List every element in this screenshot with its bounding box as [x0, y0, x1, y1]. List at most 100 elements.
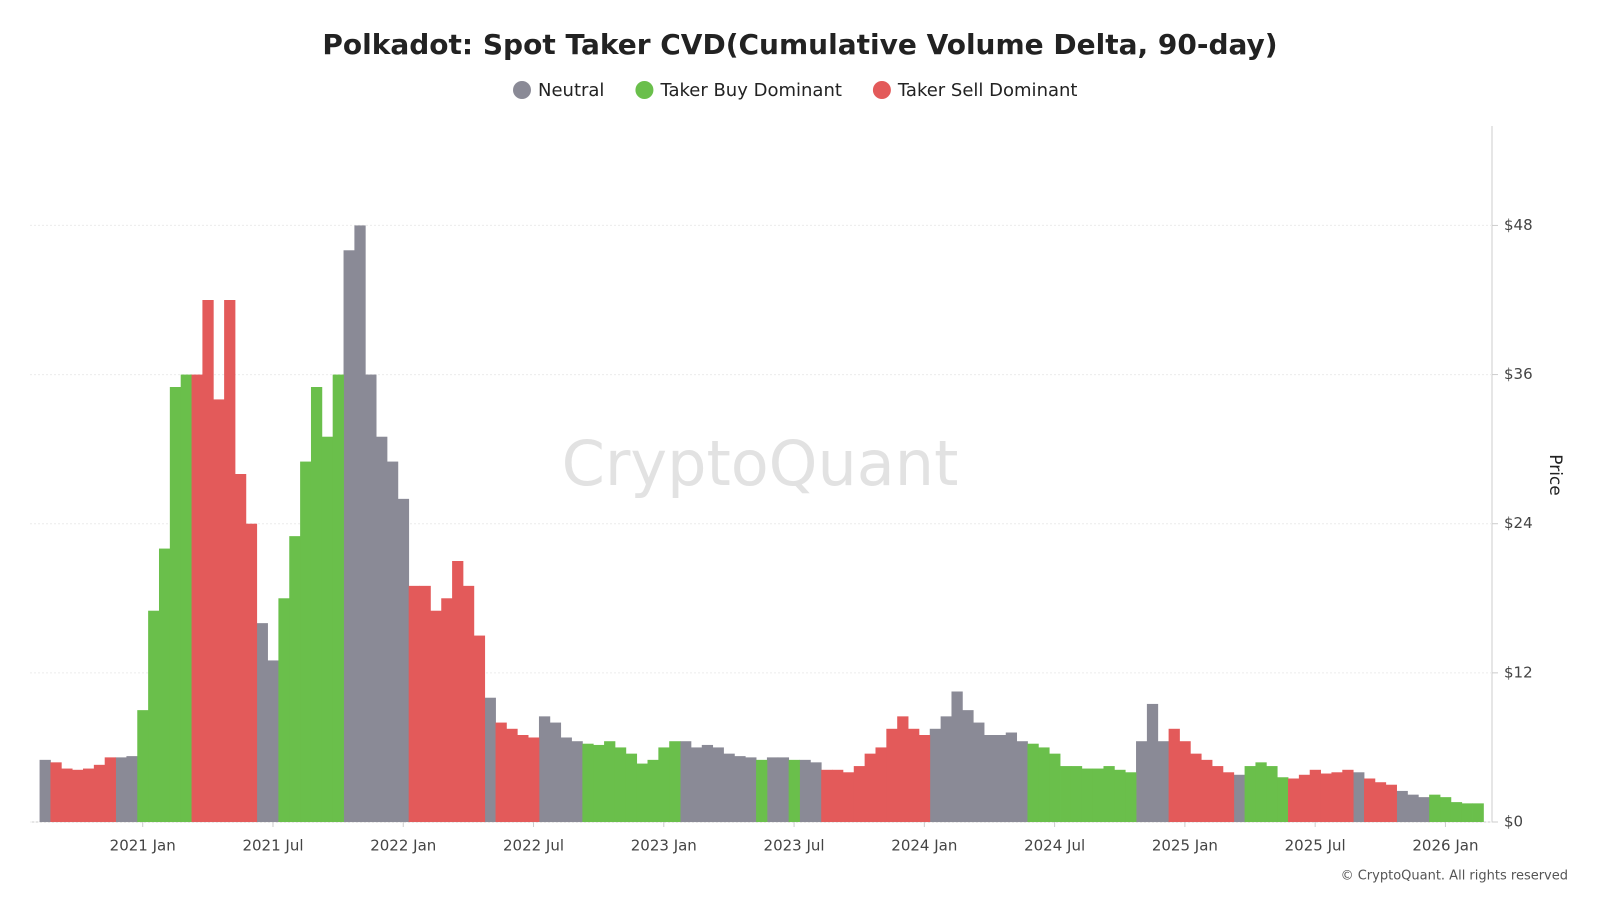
bar: [929, 728, 942, 822]
bar: [1168, 728, 1180, 822]
bar: [224, 300, 236, 822]
bar: [1342, 769, 1354, 822]
x-tick-label: 2024 Jul: [1024, 837, 1085, 855]
bar: [1266, 766, 1278, 822]
bar: [723, 753, 735, 822]
bar: [1320, 773, 1332, 822]
bar: [202, 300, 214, 822]
bar: [908, 728, 920, 822]
bar: [734, 756, 746, 822]
bar: [1331, 772, 1343, 822]
bar: [332, 374, 344, 822]
bar: [1212, 766, 1224, 822]
bar: [1298, 774, 1311, 822]
chart-title: Polkadot: Spot Taker CVD(Cumulative Volu…: [322, 28, 1277, 61]
bar: [517, 735, 529, 822]
bar: [777, 757, 790, 822]
bar: [875, 747, 887, 822]
bar: [93, 764, 106, 822]
bar: [853, 766, 866, 822]
x-tick-label: 2021 Jan: [110, 837, 176, 855]
legend-label: Taker Sell Dominant: [897, 80, 1078, 101]
bar: [1385, 784, 1397, 822]
bar: [256, 623, 268, 822]
bar: [1038, 747, 1050, 822]
bar: [473, 635, 486, 822]
bar: [1081, 768, 1094, 822]
bar: [886, 728, 898, 822]
bar: [1103, 766, 1115, 822]
x-tick-label: 2025 Jul: [1285, 837, 1346, 855]
copyright: © CryptoQuant. All rights reserved: [1341, 869, 1568, 884]
bar: [234, 474, 247, 822]
bar: [104, 757, 116, 822]
x-tick-label: 2024 Jan: [891, 837, 957, 855]
bar: [1136, 741, 1148, 822]
bar: [571, 741, 583, 822]
bar: [973, 722, 985, 822]
bar: [788, 759, 800, 822]
bar: [1190, 753, 1202, 822]
bar: [658, 747, 670, 822]
bar: [940, 716, 952, 822]
bar: [1472, 803, 1484, 822]
bar: [397, 498, 410, 822]
bar: [680, 741, 692, 822]
bar: [625, 753, 638, 822]
bar: [951, 691, 963, 822]
bar: [712, 747, 724, 822]
bar: [213, 399, 225, 822]
bar: [1440, 797, 1452, 822]
bar: [1125, 772, 1137, 822]
bar: [72, 769, 84, 822]
bar: [495, 722, 507, 822]
bar: [1353, 772, 1365, 822]
bar: [810, 762, 822, 822]
x-tick-label: 2023 Jul: [764, 837, 825, 855]
bar: [962, 710, 974, 822]
bar: [1146, 703, 1159, 822]
bar: [1060, 766, 1072, 822]
x-tick-label: 2021 Jul: [242, 837, 303, 855]
bar: [593, 744, 605, 822]
legend-label: Taker Buy Dominant: [659, 80, 841, 101]
bar: [278, 598, 290, 822]
bar: [1005, 732, 1018, 822]
bar: [1407, 794, 1419, 822]
legend-marker: [513, 81, 531, 99]
bar: [158, 548, 171, 822]
bar: [604, 741, 616, 822]
legend-marker: [872, 81, 891, 99]
bar: [61, 768, 73, 822]
bar: [549, 722, 562, 822]
bar: [756, 759, 768, 822]
bar: [690, 747, 703, 822]
bar: [267, 660, 279, 822]
bar: [245, 523, 258, 822]
watermark: CryptoQuant: [562, 427, 959, 500]
bar: [918, 735, 931, 822]
x-tick-label: 2022 Jan: [370, 837, 436, 855]
bar: [39, 759, 51, 822]
bar: [82, 768, 95, 822]
bar: [1222, 772, 1235, 822]
legend-marker: [635, 81, 654, 99]
bar: [126, 756, 138, 822]
bar: [1070, 766, 1083, 822]
bar: [1429, 794, 1441, 822]
bar: [419, 585, 431, 822]
bar: [994, 735, 1007, 822]
bar: [430, 610, 442, 822]
x-tick-label: 2025 Jan: [1152, 837, 1218, 855]
bar: [343, 250, 355, 823]
y-tick-label: $48: [1504, 216, 1533, 234]
bar: [799, 759, 811, 822]
bar: [300, 461, 312, 822]
bar: [321, 436, 334, 822]
bar: [386, 461, 399, 822]
x-tick-label: 2026 Jan: [1412, 837, 1478, 855]
bar: [1288, 778, 1300, 822]
bar: [289, 536, 301, 822]
bar: [148, 610, 160, 822]
